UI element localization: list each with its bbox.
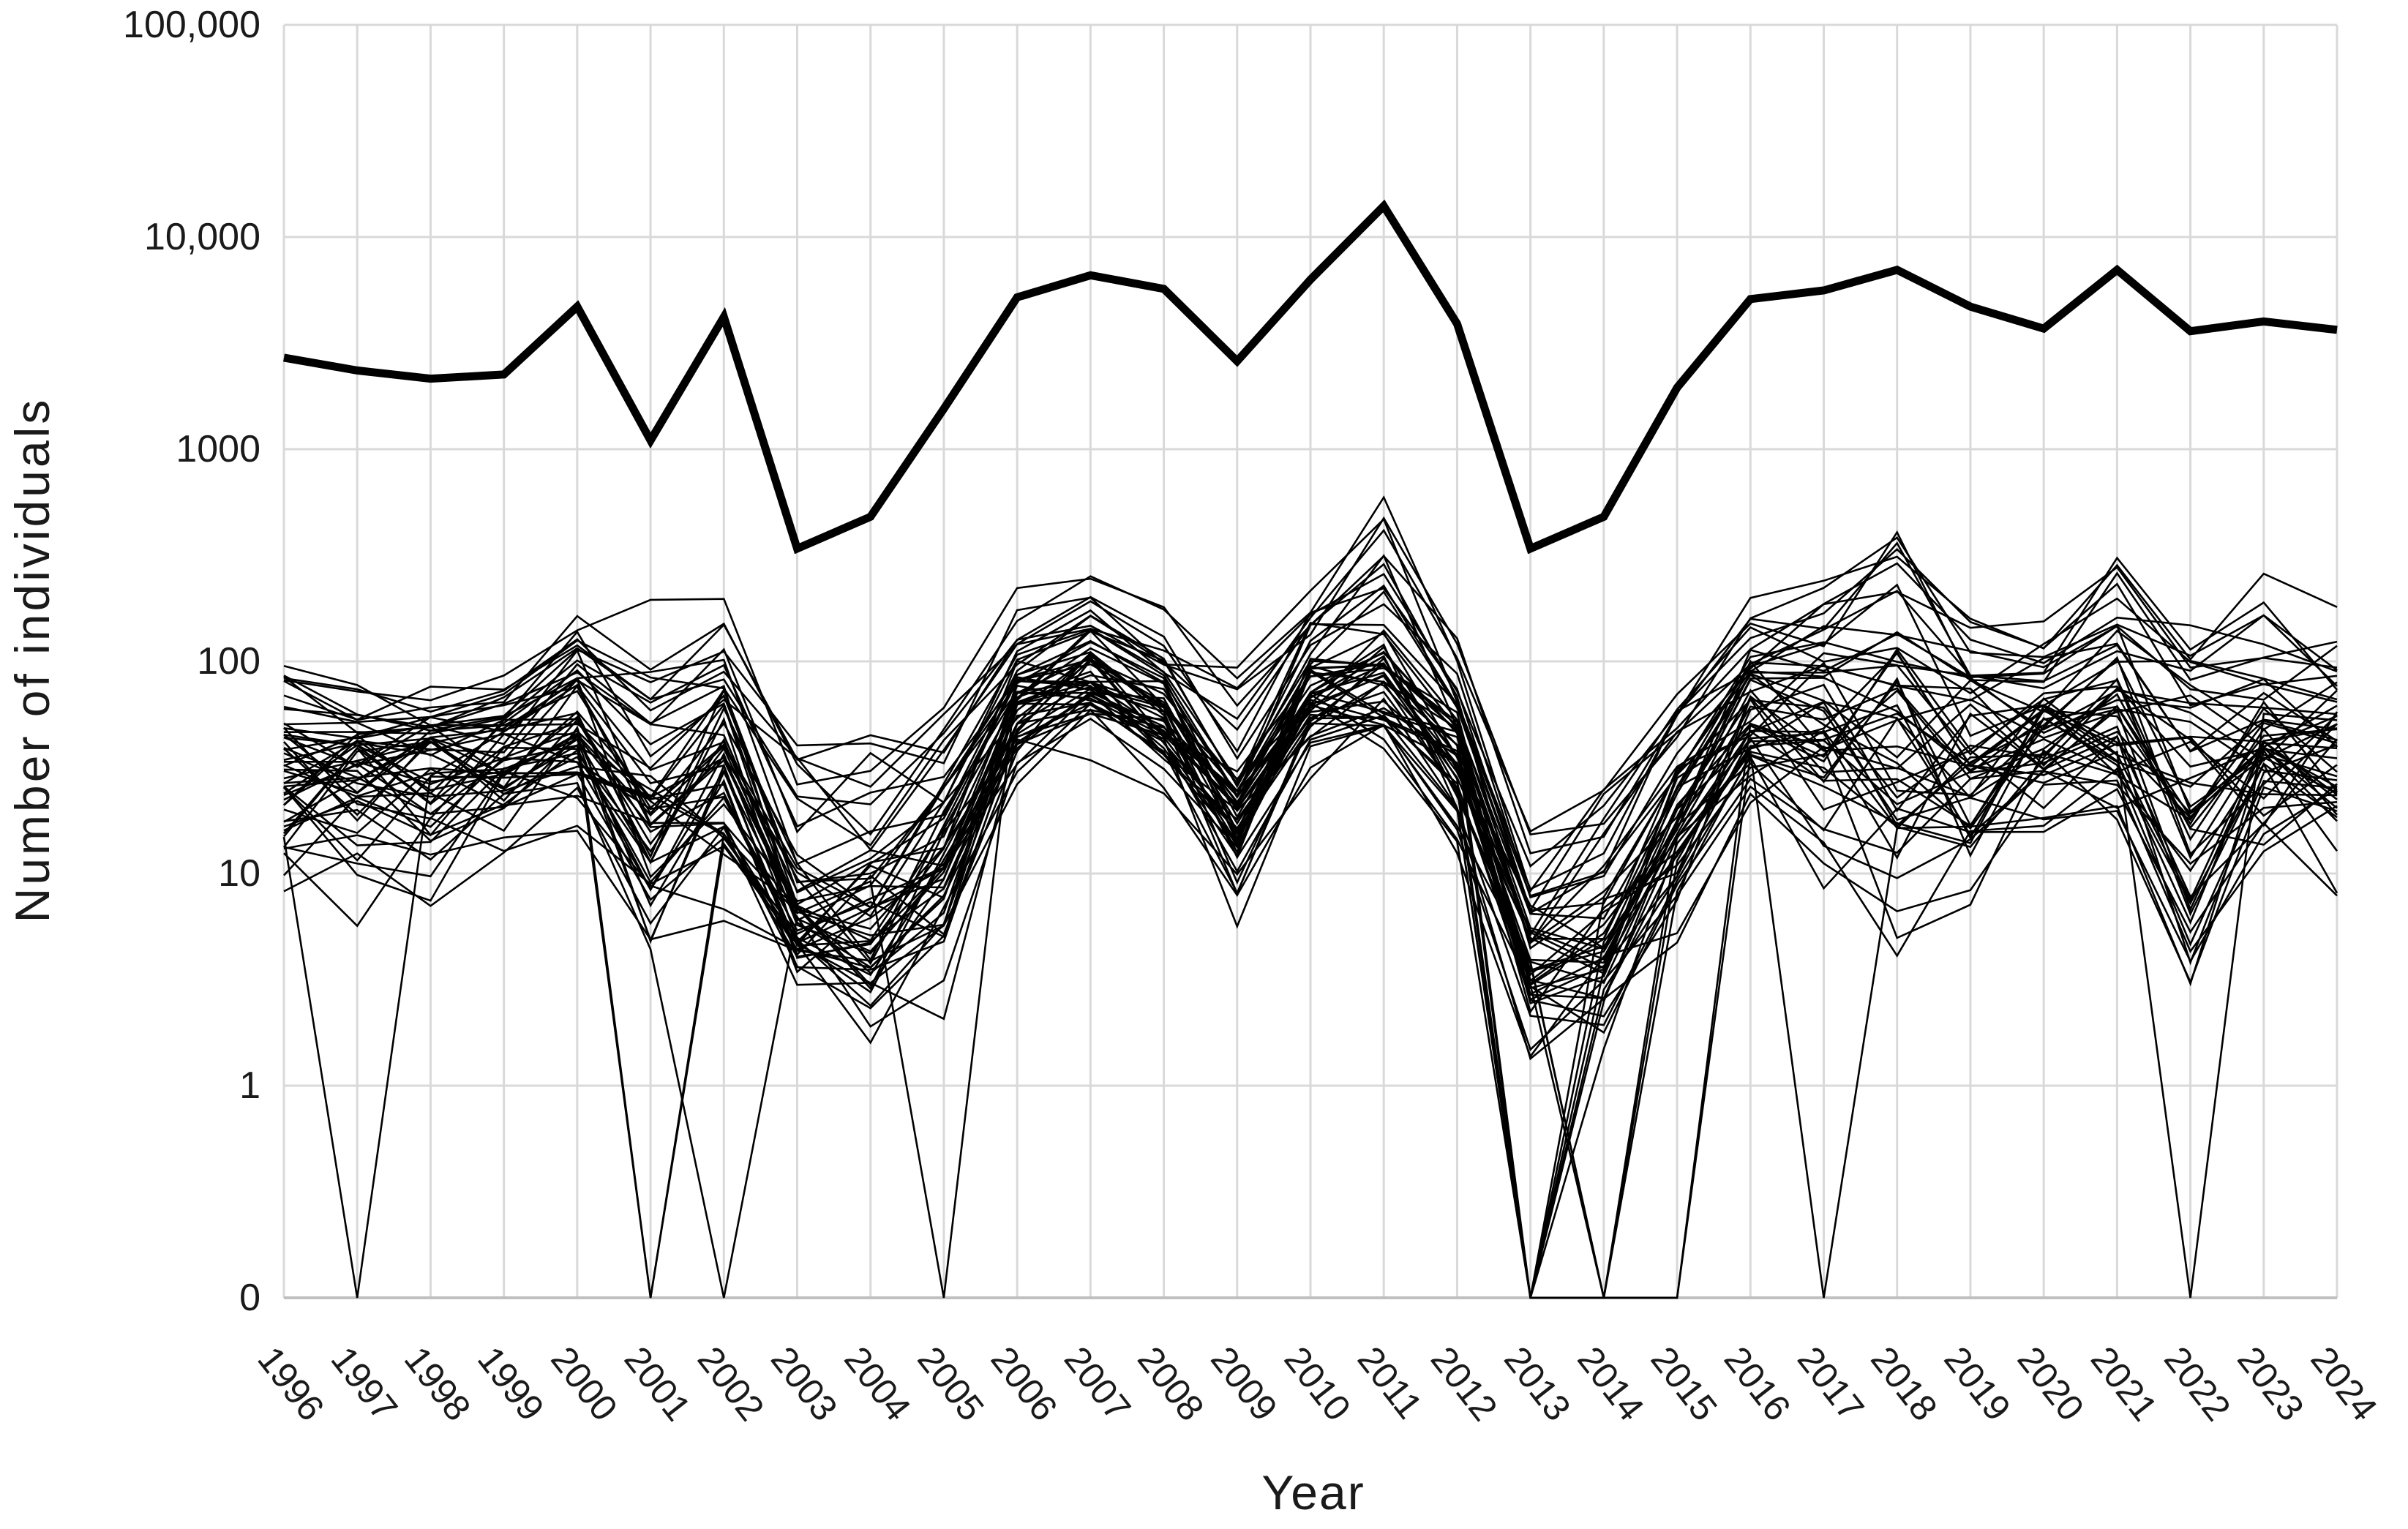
- x-tick-label: 2005: [909, 1339, 992, 1428]
- x-tick-label: 2000: [543, 1339, 626, 1428]
- x-tick-label: 2006: [983, 1339, 1065, 1428]
- x-tick-label: 2015: [1643, 1339, 1725, 1428]
- x-tick-label: 1996: [250, 1339, 332, 1428]
- individual-line: [283, 562, 2338, 899]
- x-tick-label: 1999: [470, 1339, 552, 1428]
- x-axis-tick-labels: 1996199719981999200020012002200320042005…: [250, 1339, 2385, 1428]
- x-tick-label: 2016: [1717, 1339, 1799, 1428]
- x-tick-label: 2024: [2303, 1339, 2385, 1428]
- x-tick-label: 1998: [397, 1339, 479, 1428]
- y-tick-label: 10: [218, 852, 260, 895]
- x-tick-label: 2013: [1496, 1339, 1579, 1428]
- individual-line: [283, 702, 2338, 1299]
- x-tick-label: 2003: [763, 1339, 846, 1428]
- x-tick-label: 2019: [1936, 1339, 2019, 1428]
- x-tick-label: 2017: [1790, 1339, 1872, 1428]
- x-tick-label: 2007: [1057, 1339, 1139, 1428]
- x-tick-label: 2020: [2009, 1339, 2092, 1428]
- x-tick-label: 2021: [2083, 1339, 2166, 1428]
- y-tick-label: 10,000: [144, 216, 260, 258]
- individual-line: [283, 687, 2338, 1299]
- individual-line: [283, 555, 2338, 854]
- x-tick-label: 2004: [836, 1339, 919, 1428]
- individual-line: [283, 651, 2338, 1299]
- x-tick-label: 2011: [1350, 1339, 1430, 1426]
- individual-line: [283, 651, 2338, 1299]
- individual-line: [283, 691, 2338, 985]
- y-axis-title: Number of individuals: [5, 397, 59, 923]
- y-tick-label: 1: [239, 1064, 260, 1107]
- individual-line: [283, 495, 2338, 893]
- individual-line: [283, 627, 2338, 944]
- x-tick-label: 2009: [1203, 1339, 1286, 1428]
- x-tick-label: 2018: [1863, 1339, 1946, 1428]
- individual-line: [283, 658, 2338, 1299]
- individual-line: [283, 528, 2338, 834]
- x-tick-label: 2010: [1276, 1339, 1359, 1428]
- individual-line: [283, 658, 2338, 1018]
- x-tick-label: 2001: [616, 1339, 699, 1428]
- individual-line: [283, 669, 2338, 1299]
- individual-line: [283, 691, 2338, 1034]
- x-tick-label: 2008: [1130, 1339, 1212, 1428]
- y-tick-label: 100,000: [123, 4, 260, 46]
- individual-line: [283, 629, 2338, 920]
- x-tick-label: 2014: [1569, 1339, 1652, 1428]
- y-tick-label: 1000: [176, 428, 260, 470]
- individual-line: [283, 517, 2338, 891]
- individual-line: [283, 621, 2338, 945]
- individual-line: [283, 554, 2338, 937]
- y-tick-label: 0: [239, 1277, 260, 1319]
- individual-line: [283, 697, 2338, 1026]
- individual-line: [283, 548, 2338, 868]
- x-tick-label: 2012: [1423, 1339, 1506, 1428]
- individual-line: [283, 680, 2338, 1299]
- x-tick-label: 2023: [2229, 1339, 2312, 1428]
- individual-line: [283, 677, 2338, 1299]
- y-tick-label: 100: [197, 640, 260, 683]
- x-axis-title: Year: [1261, 1465, 1365, 1519]
- x-tick-label: 2022: [2156, 1339, 2239, 1428]
- data-series: [282, 199, 2338, 1299]
- individual-line: [283, 702, 2338, 1061]
- individual-line: [283, 645, 2338, 940]
- individual-line: [283, 584, 2338, 917]
- x-tick-label: 2002: [690, 1339, 773, 1428]
- x-tick-label: 1997: [323, 1339, 406, 1428]
- individual-line: [283, 708, 2338, 1059]
- total-line: [283, 199, 2338, 555]
